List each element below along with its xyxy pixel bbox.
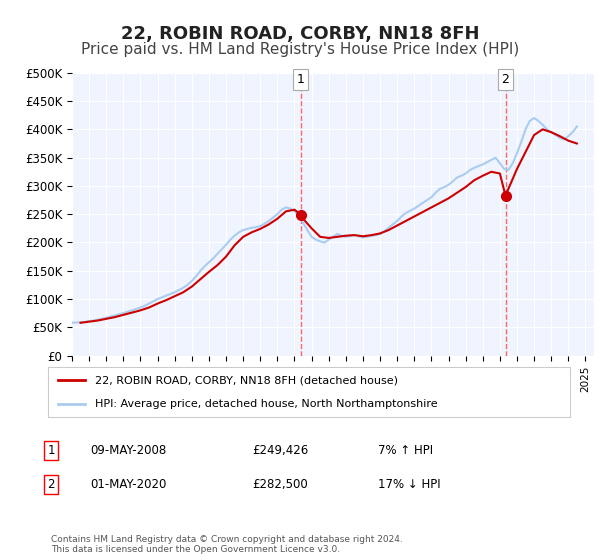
Text: 01-MAY-2020: 01-MAY-2020 [90, 478, 166, 491]
Text: 2: 2 [47, 478, 55, 491]
Text: HPI: Average price, detached house, North Northamptonshire: HPI: Average price, detached house, Nort… [95, 399, 437, 409]
Text: 22, ROBIN ROAD, CORBY, NN18 8FH (detached house): 22, ROBIN ROAD, CORBY, NN18 8FH (detache… [95, 375, 398, 385]
Text: 2: 2 [502, 73, 509, 86]
Text: 1: 1 [47, 444, 55, 458]
Text: £282,500: £282,500 [252, 478, 308, 491]
Text: 17% ↓ HPI: 17% ↓ HPI [378, 478, 440, 491]
Text: 22, ROBIN ROAD, CORBY, NN18 8FH: 22, ROBIN ROAD, CORBY, NN18 8FH [121, 25, 479, 43]
Text: Contains HM Land Registry data © Crown copyright and database right 2024.
This d: Contains HM Land Registry data © Crown c… [51, 535, 403, 554]
Text: 1: 1 [297, 73, 305, 86]
Text: £249,426: £249,426 [252, 444, 308, 458]
Text: 09-MAY-2008: 09-MAY-2008 [90, 444, 166, 458]
Text: 7% ↑ HPI: 7% ↑ HPI [378, 444, 433, 458]
Text: Price paid vs. HM Land Registry's House Price Index (HPI): Price paid vs. HM Land Registry's House … [81, 42, 519, 57]
